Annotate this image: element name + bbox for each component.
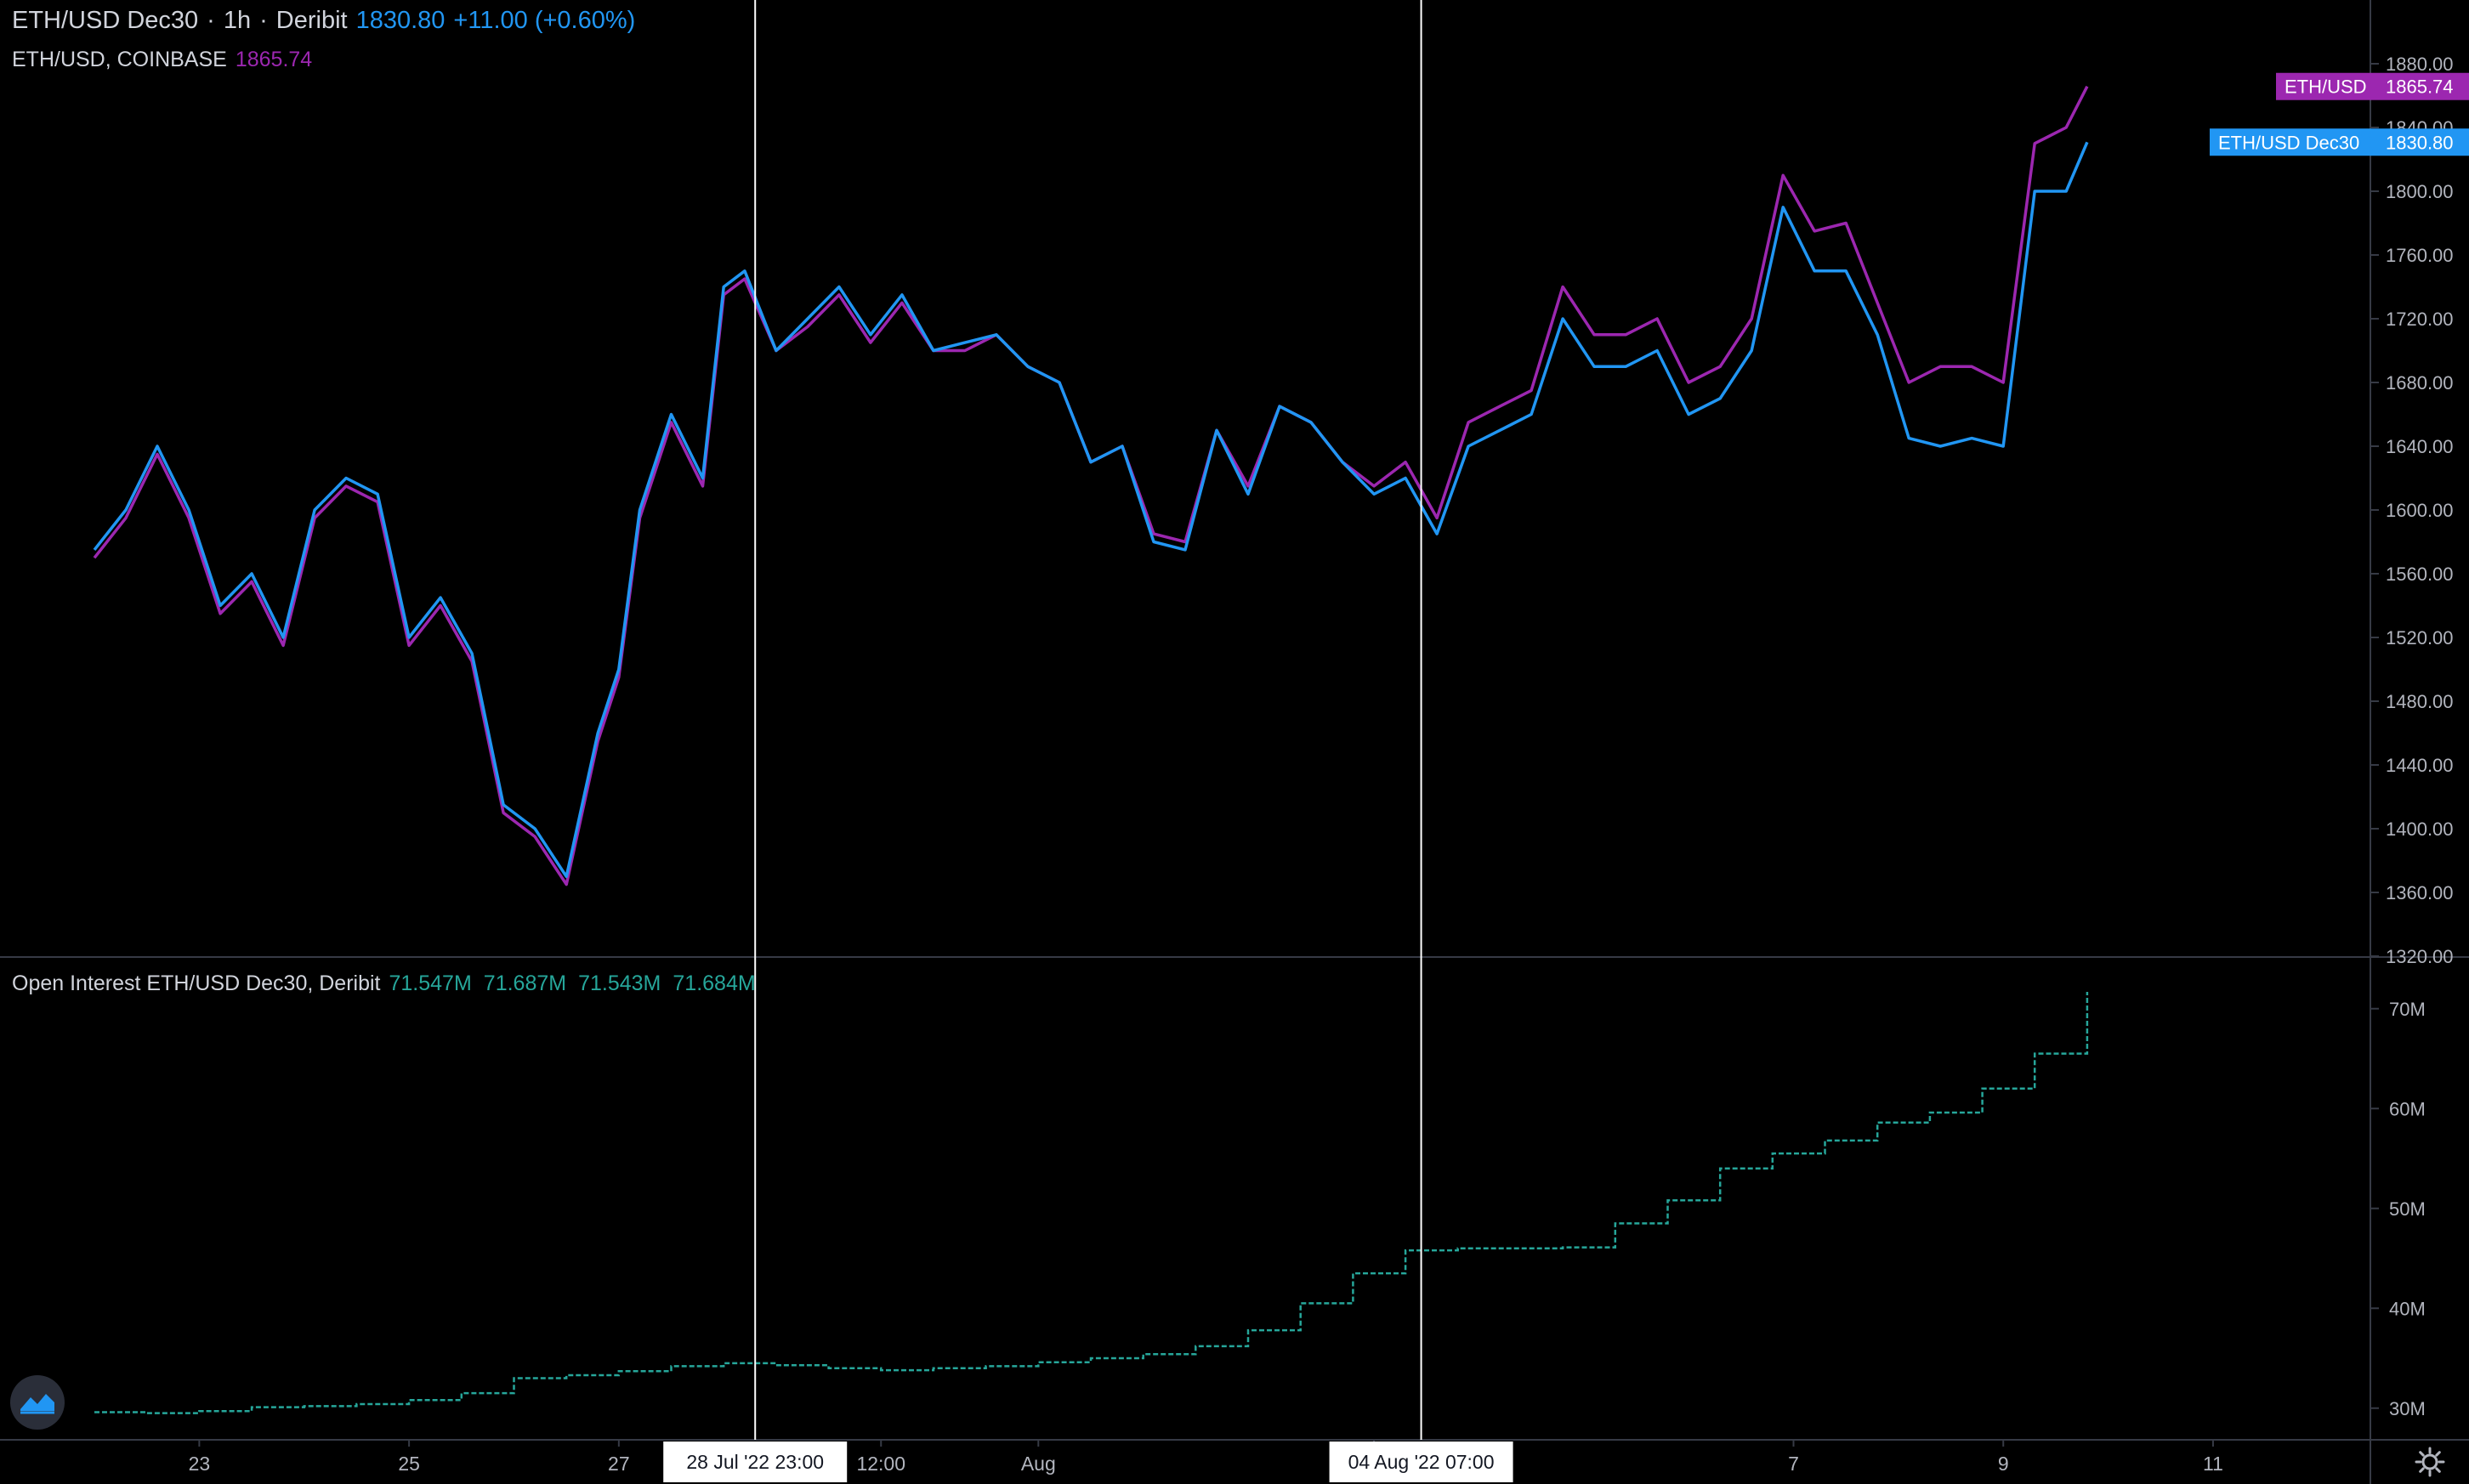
- price-tick-label: 1600.00: [2386, 500, 2454, 521]
- price-series-line-0: [93, 141, 2089, 879]
- time-tick-label: 11: [2203, 1453, 2223, 1475]
- price-series-line-1: [93, 85, 2089, 886]
- oi-tick-label: 30M: [2389, 1398, 2426, 1419]
- oi-tick-label: 60M: [2389, 1098, 2426, 1119]
- series-name-tag-text: ETH/USD Dec30: [2218, 132, 2359, 153]
- crosshair-time-label: 04 Aug '22 07:00: [1348, 1451, 1495, 1473]
- price-tick-label: 1560.00: [2386, 564, 2454, 585]
- series-name-tag-text: ETH/USD: [2285, 76, 2367, 98]
- compare-symbol-label[interactable]: ETH/USD, COINBASE: [12, 48, 227, 71]
- symbol-legend[interactable]: ETH/USD Dec30 · 1h · Deribit 1830.80 +11.00 (+…: [12, 7, 644, 35]
- series-value-tag: [2370, 128, 2469, 156]
- legend-separator: ·: [259, 7, 268, 34]
- oi-low: 71.543M: [578, 971, 661, 995]
- price-tick-label: 1480.00: [2386, 691, 2454, 712]
- price-change: +11.00 (+0.60%): [453, 7, 636, 34]
- open-interest-legend[interactable]: Open Interest ETH/USD Dec30, Deribit 71.5…: [12, 971, 764, 996]
- crosshair-time-label: 28 Jul '22 23:00: [686, 1451, 824, 1473]
- price-tick-label: 1760.00: [2386, 245, 2454, 266]
- time-tick-label: 12:00: [856, 1453, 905, 1475]
- compare-symbol-value: 1865.74: [235, 48, 313, 71]
- time-tick-label: 9: [1998, 1453, 2009, 1475]
- price-tick-label: 1880.00: [2386, 54, 2454, 75]
- legend-separator: ·: [207, 7, 215, 34]
- oi-tick-label: 40M: [2389, 1298, 2426, 1319]
- price-tick-label: 1360.00: [2386, 882, 2454, 903]
- series-value-tag-text: 1830.80: [2386, 132, 2454, 153]
- oi-label[interactable]: Open Interest ETH/USD Dec30, Deribit: [12, 971, 381, 995]
- price-tick-label: 1520.00: [2386, 627, 2454, 649]
- oi-tick-label: 50M: [2389, 1198, 2426, 1220]
- time-tick-label: 23: [189, 1453, 211, 1475]
- price-tick-label: 1440.00: [2386, 755, 2454, 776]
- price-tick-label: 1680.00: [2386, 372, 2454, 394]
- last-value-label: ETH/USD 1865.74: [2276, 72, 2469, 100]
- tradingview-logo-icon[interactable]: [10, 1375, 65, 1430]
- time-tick-label: 25: [398, 1453, 420, 1475]
- price-tick-label: 1400.00: [2386, 818, 2454, 840]
- interval-label[interactable]: 1h: [223, 7, 252, 34]
- compare-legend[interactable]: ETH/USD, COINBASE 1865.74: [12, 48, 321, 72]
- time-tick-label: Aug: [1021, 1453, 1056, 1475]
- series-name-tag: [2210, 128, 2370, 156]
- series-name-tag: [2276, 72, 2370, 100]
- series-value-tag: [2370, 72, 2469, 100]
- oi-high: 71.687M: [483, 971, 567, 995]
- settings-gear-icon[interactable]: [2413, 1445, 2447, 1479]
- crosshair-time-box: [663, 1442, 848, 1482]
- price-tick-label: 1320.00: [2386, 946, 2454, 967]
- crosshair-time-box: [1329, 1442, 1513, 1482]
- exchange-label: Deribit: [275, 7, 348, 34]
- last-price: 1830.80: [355, 7, 446, 34]
- price-tick-label: 1800.00: [2386, 181, 2454, 202]
- time-tick-label: 7: [1788, 1453, 1799, 1475]
- oi-tick-label: 70M: [2389, 999, 2426, 1020]
- last-value-label: ETH/USD Dec30 1830.80: [2210, 128, 2469, 156]
- oi-step-line: [94, 992, 2089, 1414]
- oi-close: 71.684M: [673, 971, 756, 995]
- series-value-tag-text: 1865.74: [2386, 76, 2454, 98]
- price-tick-label: 1640.00: [2386, 436, 2454, 457]
- time-tick-label: 27: [608, 1453, 630, 1475]
- oi-open: 71.547M: [389, 971, 472, 995]
- price-tick-label: 1720.00: [2386, 309, 2454, 330]
- symbol-name[interactable]: ETH/USD Dec30: [12, 7, 199, 34]
